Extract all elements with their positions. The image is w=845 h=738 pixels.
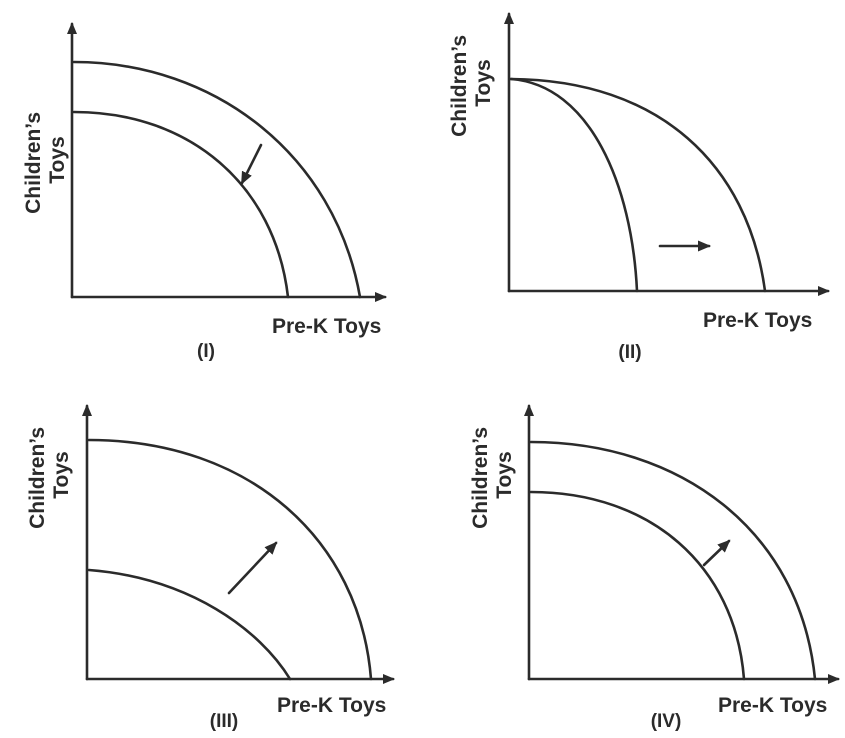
inner-ppf-curve <box>529 490 746 681</box>
y-axis-label-line-1: Children’s <box>22 112 45 214</box>
panel-label: (II) <box>618 342 641 363</box>
y-axis-label: Children’s Toys <box>22 106 69 214</box>
outward-shift-arrow <box>702 539 731 567</box>
inward-shift-arrow <box>240 143 263 185</box>
panel-label: (I) <box>197 341 215 362</box>
panel-3: Children’s Toys Pre-K Toys (III) <box>26 404 395 732</box>
outer-ppf-curve <box>509 77 767 293</box>
panel-1: Children’s Toys Pre-K Toys (I) <box>22 22 387 362</box>
y-axis-label: Children’s Toys <box>469 421 516 529</box>
y-axis-label-line-2: Toys <box>50 451 73 498</box>
inner-ppf-curve <box>509 77 639 293</box>
outer-ppf-curve <box>87 438 373 681</box>
inner-ppf-curve <box>87 568 292 681</box>
outward-shift-arrow <box>227 541 278 595</box>
y-axis-label-line-2: Toys <box>46 136 69 183</box>
y-axis-label: Children’s Toys <box>448 29 495 137</box>
panel-2: Children’s Toys Pre-K Toys (II) <box>448 12 830 363</box>
outer-ppf-curve <box>72 60 362 299</box>
y-axis-label-line-2: Toys <box>493 451 516 498</box>
x-axis-label: Pre-K Toys <box>703 309 812 332</box>
x-axis-label: Pre-K Toys <box>718 694 827 717</box>
y-axis-label: Children’s Toys <box>26 421 73 529</box>
y-axis-label-line-1: Children’s <box>469 427 492 529</box>
panel-4: Children’s Toys Pre-K Toys (IV) <box>469 404 840 732</box>
y-axis-label-line-1: Children’s <box>448 35 471 137</box>
panel-label: (III) <box>210 711 239 732</box>
x-axis-label: Pre-K Toys <box>277 694 386 717</box>
x-axis-label: Pre-K Toys <box>272 315 381 338</box>
inner-ppf-curve <box>72 110 290 299</box>
y-axis-label-line-1: Children’s <box>26 427 49 529</box>
outer-ppf-curve <box>529 440 817 681</box>
panel-label: (IV) <box>651 711 682 732</box>
y-axis-label-line-2: Toys <box>472 59 495 106</box>
